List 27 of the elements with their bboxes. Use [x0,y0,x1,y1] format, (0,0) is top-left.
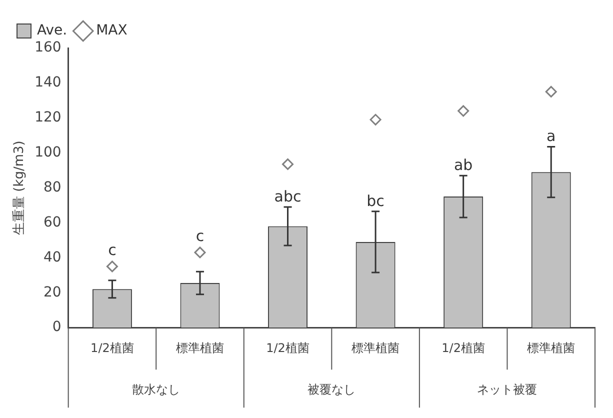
y-tick-label: 120 [34,110,62,126]
y-tick-label: 20 [43,284,62,300]
x-tick-label: 標準植菌 [527,340,576,355]
annotation: ab [454,156,473,174]
x-tick-label: 1/2植菌 [442,340,485,355]
y-tick-label: 160 [34,40,62,56]
y-tick-label: 100 [34,144,62,160]
x-tick-label: 標準植菌 [176,340,224,355]
text: ネット被覆 [477,382,538,397]
x-tick-label: 1/2植菌 [90,340,134,355]
annotation: c [196,226,204,245]
annotation: a [546,127,556,146]
legend-label: Ave. [37,22,68,39]
legend-label: MAX [96,22,128,39]
y-tick-label: 0 [52,319,62,336]
y-axis-title: 生重量 (kg/m3) [12,140,28,235]
annotation: abc [274,187,302,206]
annotation: bc [366,192,384,210]
annotation: c [108,240,116,259]
y-tick-label: 60 [43,214,62,230]
y-tick-label: 80 [43,179,62,196]
y-tick-label: 140 [34,74,62,91]
x-tick-label: 1/2植菌 [266,340,310,355]
text: 被覆なし [308,382,356,397]
y-tick-label: 40 [43,249,62,266]
x-tick-label: 標準植菌 [352,340,400,355]
text: 散水なし [132,382,180,397]
